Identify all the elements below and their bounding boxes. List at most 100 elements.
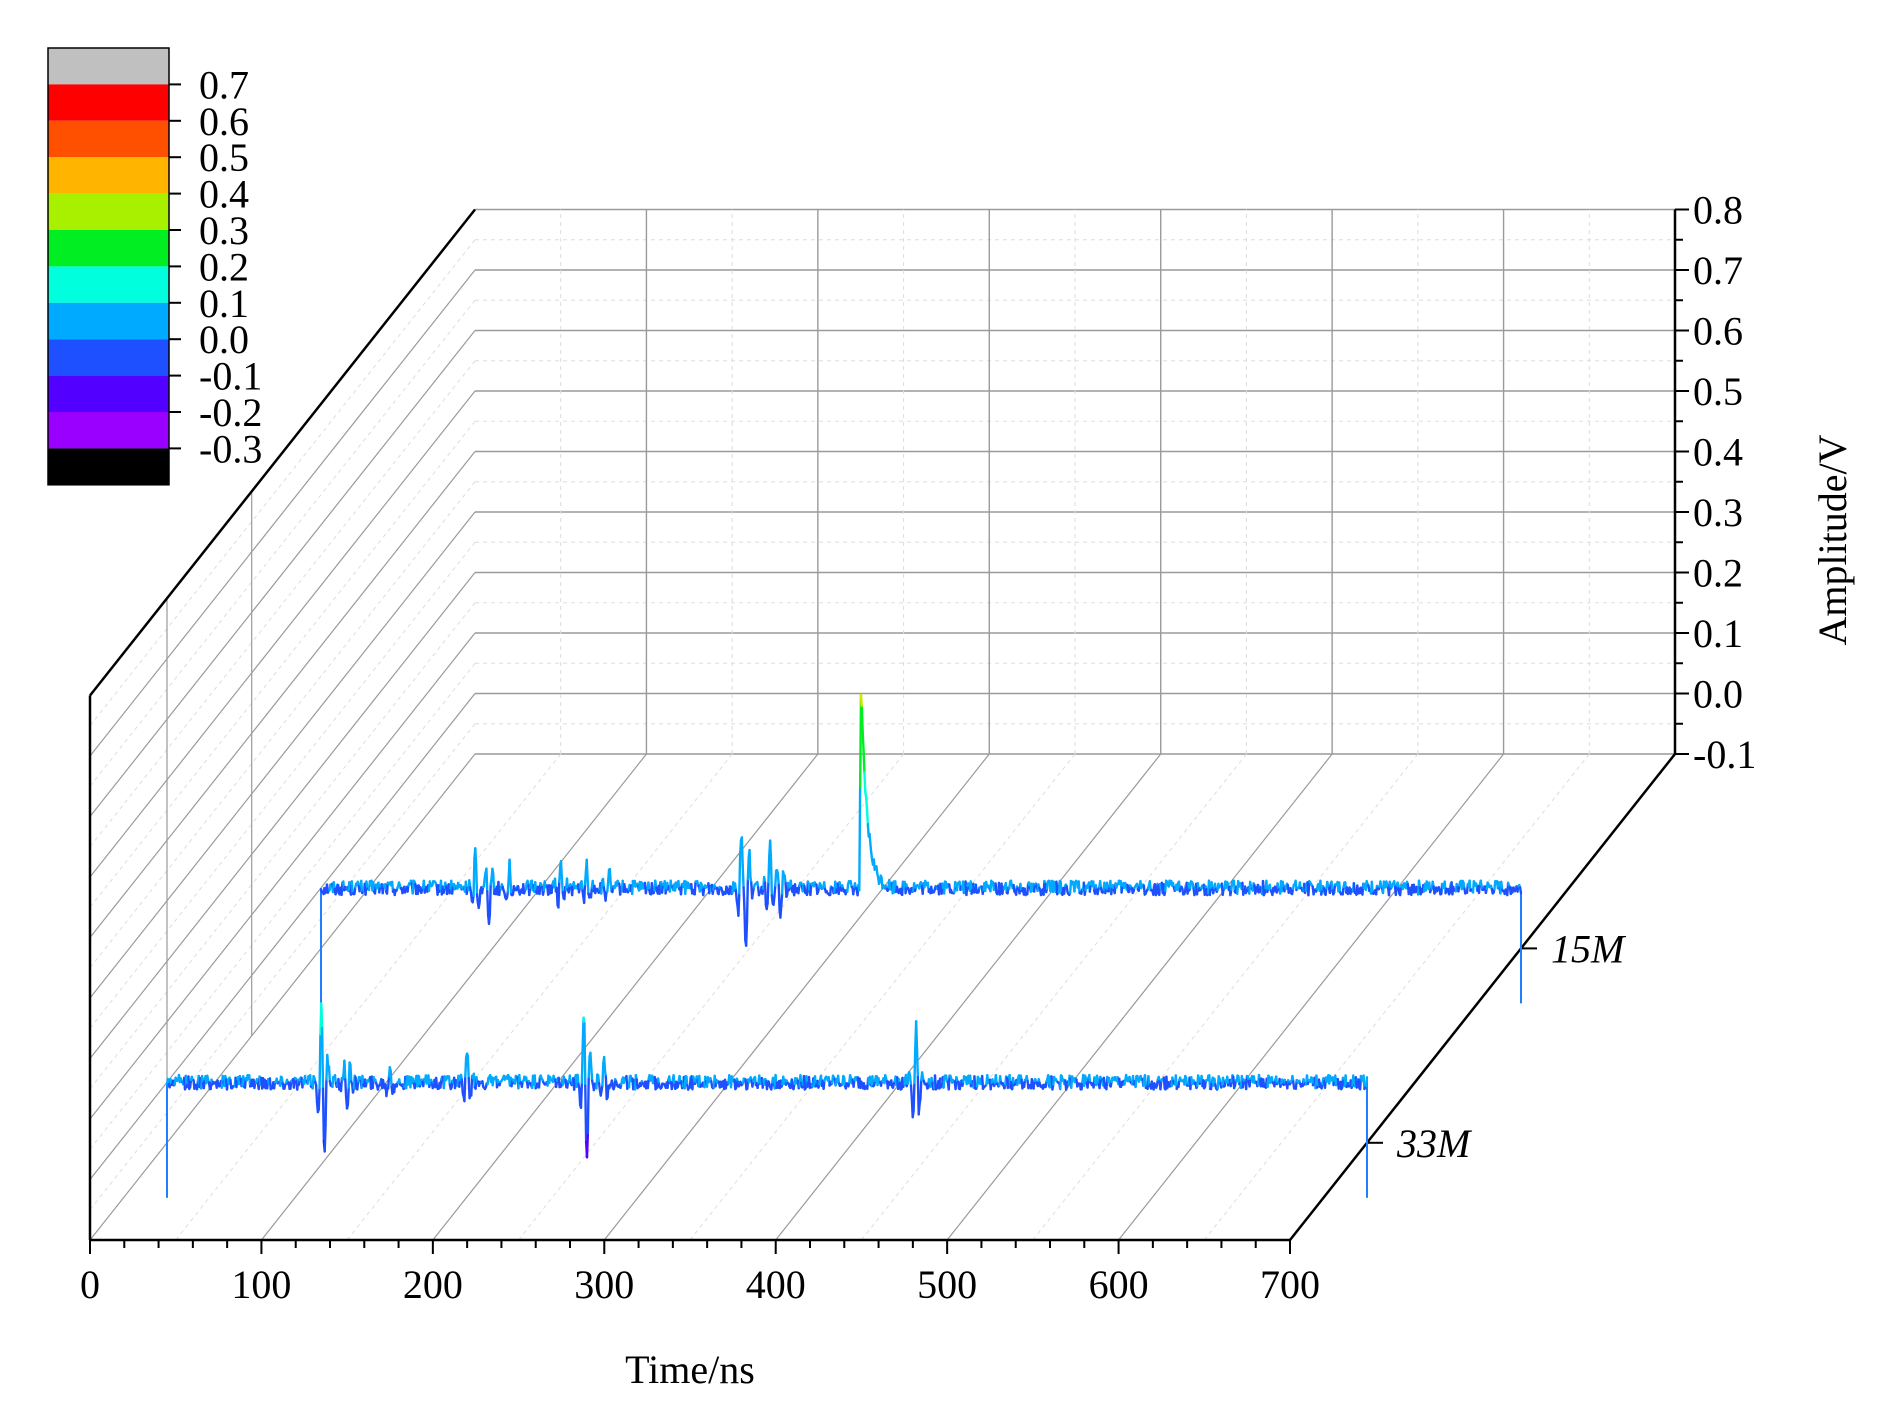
floor-minor-gridline — [861, 753, 1247, 1241]
series-segment — [229, 1078, 233, 1090]
series-segment — [460, 1078, 464, 1094]
series-segment — [585, 1132, 590, 1159]
z-axis-label: Amplitude/V — [1810, 434, 1855, 645]
floor-gridline — [775, 753, 1162, 1241]
series-segment — [769, 858, 774, 897]
colorbar-swatch — [48, 266, 169, 303]
axes-layer: 0 100 200 300 400 500 600 700-0.10.00.10.20.30.… — [80, 188, 1756, 1308]
floor-minor-gridline — [518, 753, 904, 1241]
x-tick-label: 600 — [1089, 1262, 1149, 1307]
series-segment — [863, 771, 867, 794]
series-segment — [584, 1084, 588, 1144]
series-segment — [324, 1078, 328, 1127]
left-wall-minor-gridline — [89, 602, 476, 1090]
colorbar-tick-label: -0.1 — [199, 354, 262, 399]
series-segment — [1080, 1080, 1084, 1091]
series-segment — [1032, 883, 1037, 893]
series-segment — [869, 843, 873, 855]
x-axis-label: Time/ns — [625, 1347, 755, 1392]
series-segment — [447, 1075, 452, 1086]
floor-minor-gridline — [1203, 753, 1590, 1241]
series-segment — [349, 1063, 353, 1083]
series-segment — [604, 891, 608, 902]
series-segment — [600, 879, 604, 895]
series-segment — [742, 886, 746, 910]
series-segment — [590, 1066, 594, 1082]
floor-gridline — [1118, 753, 1505, 1241]
left-wall-gridline — [89, 693, 476, 1180]
series-segment — [1209, 1080, 1214, 1091]
series-segment — [343, 1059, 347, 1081]
series-segment — [767, 854, 771, 884]
z-tick-label: 0.5 — [1693, 369, 1743, 414]
series-segment — [565, 877, 570, 891]
series-segment — [770, 894, 774, 905]
series-segment — [372, 881, 376, 894]
series-segment — [318, 1033, 322, 1090]
series-segment — [1352, 1074, 1356, 1087]
colorbar-swatch — [48, 375, 169, 412]
series-segment — [608, 867, 612, 886]
series-segment — [1110, 885, 1114, 896]
colorbar-swatch — [48, 339, 169, 376]
left-wall-minor-gridline — [89, 420, 476, 908]
left-wall-gridline — [89, 269, 476, 757]
series-segment — [1032, 1079, 1036, 1090]
series-segment — [864, 796, 869, 811]
series-segment — [248, 1074, 252, 1088]
series-segment — [1338, 881, 1342, 894]
series-segment — [842, 1076, 847, 1088]
series-segment — [766, 881, 770, 905]
series-segment — [868, 1075, 872, 1087]
series-segment — [434, 1076, 439, 1089]
series-segment — [354, 1076, 358, 1091]
series-segment — [779, 904, 783, 919]
series-segment — [572, 1076, 577, 1091]
series-segment — [292, 1076, 296, 1089]
series-segment — [861, 731, 865, 753]
series-segment — [741, 864, 745, 889]
series-segment — [734, 888, 738, 902]
series-segment — [906, 1074, 910, 1085]
series-segment — [666, 1078, 670, 1089]
colorbar-tick-label: -0.2 — [199, 390, 262, 435]
series-segment — [917, 1103, 921, 1116]
series-segment — [1370, 880, 1374, 895]
series-segment — [933, 1074, 938, 1091]
colorbar-swatch — [48, 412, 169, 449]
series-segment — [702, 885, 706, 897]
series-segment — [1332, 883, 1337, 894]
colorbar-tick-label: 0.4 — [199, 172, 249, 217]
colorbar-swatch — [48, 157, 169, 194]
series-33M — [165, 1002, 1369, 1198]
series-segment — [583, 1022, 587, 1087]
series-segment — [596, 1073, 601, 1085]
series-segment — [528, 886, 532, 897]
z-tick-label: 0.2 — [1693, 551, 1743, 596]
colorbar-swatch — [48, 84, 169, 121]
series-segment — [1341, 885, 1345, 896]
series-segment — [912, 1081, 916, 1113]
series-segment — [188, 1078, 193, 1089]
series-segment — [195, 1080, 200, 1091]
series-segment — [773, 884, 777, 898]
x-tick-label: 100 — [231, 1262, 291, 1307]
series-segment — [586, 1075, 590, 1135]
series-segment — [1184, 1076, 1189, 1087]
series-segment — [386, 1075, 391, 1090]
series-segment — [550, 883, 554, 895]
series-segment — [466, 1054, 470, 1080]
series-segment — [1026, 882, 1030, 896]
series-segment — [474, 863, 479, 896]
series-segment — [463, 1075, 467, 1103]
floor-minor-gridline — [1032, 753, 1419, 1241]
colorbar-tick-label: 0.5 — [199, 135, 249, 180]
left-wall-gridline — [89, 632, 476, 1120]
series-segment — [534, 880, 538, 893]
colorbar-tick-label: -0.3 — [199, 426, 262, 471]
series-segment — [908, 1075, 913, 1087]
series-segment — [1143, 1074, 1148, 1090]
series-segment — [745, 878, 750, 924]
series-segment — [858, 786, 862, 892]
